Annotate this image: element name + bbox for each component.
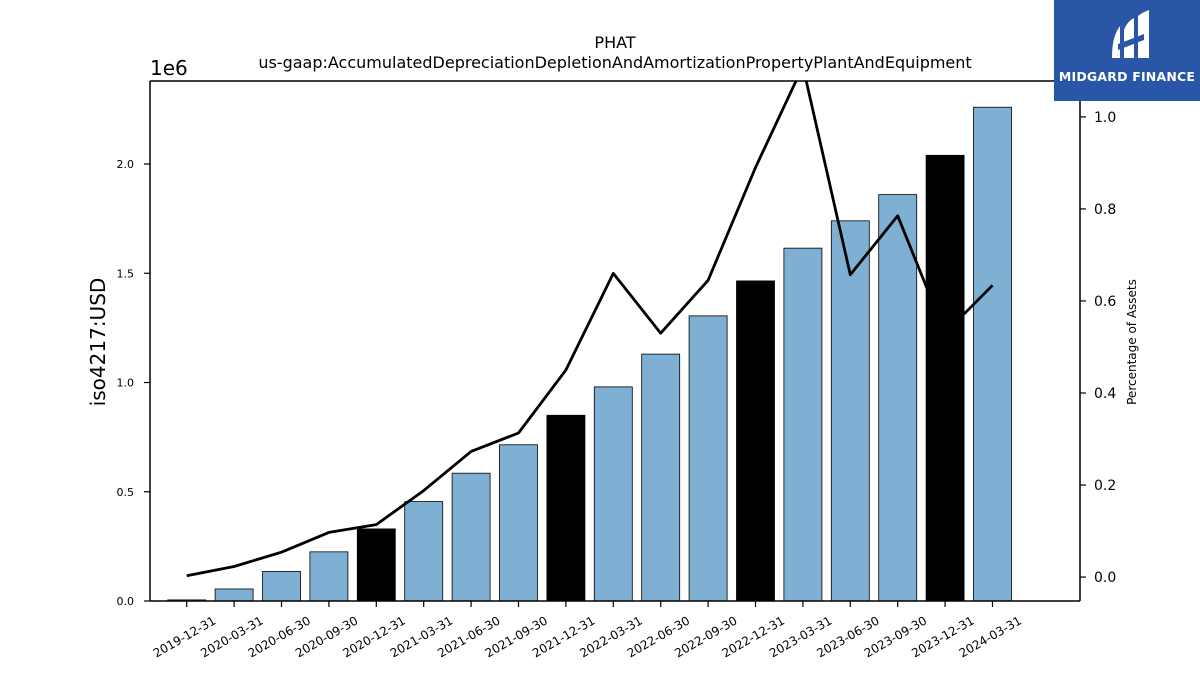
bar <box>262 571 301 602</box>
bar <box>309 551 349 602</box>
bar <box>878 194 918 602</box>
bar <box>214 588 254 602</box>
line-layer <box>186 81 994 578</box>
bar <box>736 280 775 602</box>
bar <box>593 386 633 602</box>
bars-layer <box>167 106 1012 602</box>
y-axis-label: iso4217:USD <box>86 278 110 407</box>
logo-badge: MIDGARD FINANCE <box>1054 0 1200 101</box>
y-offset-label: 1e6 <box>150 56 188 80</box>
y-tick-label: 0.0 <box>117 595 135 608</box>
bar <box>356 528 396 602</box>
bar <box>451 472 491 602</box>
chart-subtitle: us-gaap:AccumulatedDepreciationDepletion… <box>258 53 971 72</box>
y-tick-label: 1.5 <box>117 267 135 280</box>
bar <box>830 220 870 602</box>
bar <box>499 444 538 602</box>
bar <box>688 315 728 602</box>
y2-tick-label: 0.2 <box>1094 478 1116 494</box>
y-tick-label: 1.0 <box>117 377 135 390</box>
y2-axis-label: Percentage of Assets <box>1125 279 1139 405</box>
bar <box>404 501 444 602</box>
chart-title: PHAT <box>594 33 635 52</box>
bar <box>973 106 1012 602</box>
y2-tick-label: 0.0 <box>1094 570 1116 586</box>
percentage-line <box>186 81 994 578</box>
bar <box>641 353 681 602</box>
bar <box>925 154 965 602</box>
y-tick-label: 2.0 <box>117 158 135 171</box>
y2-tick-label: 0.6 <box>1094 294 1116 310</box>
midgard-logo-icon <box>1112 10 1149 58</box>
y2-tick-label: 0.8 <box>1094 202 1116 218</box>
y2-tick-label: 1.0 <box>1094 110 1116 126</box>
y-tick-label: 0.5 <box>117 486 135 499</box>
bar <box>783 247 823 602</box>
logo-text: MIDGARD FINANCE <box>1058 69 1196 84</box>
y2-tick-label: 0.4 <box>1094 386 1116 402</box>
bar <box>546 414 586 602</box>
